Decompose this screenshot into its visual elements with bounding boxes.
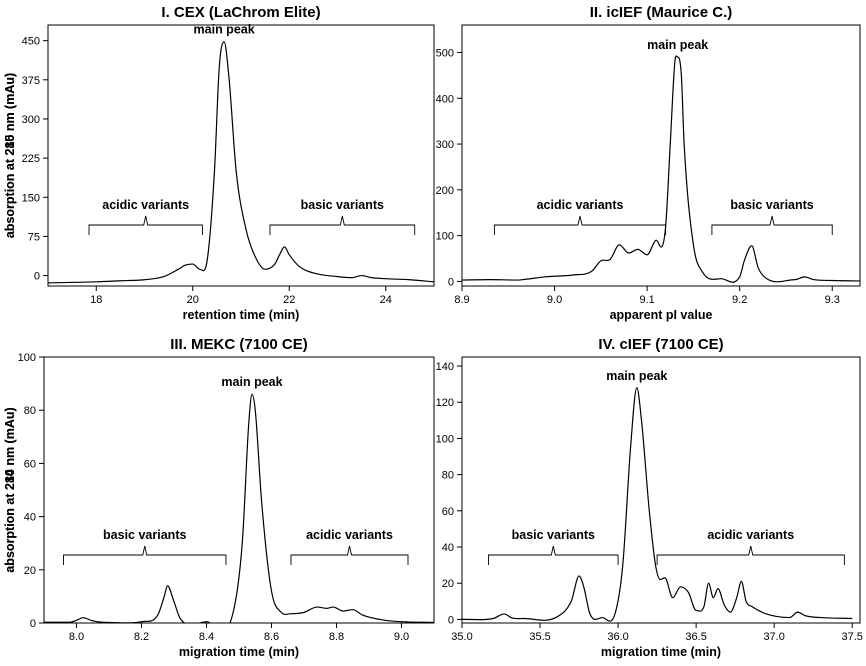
chart-panel-4: IV. cIEF (7100 CE) 35.0 35.5 36.0 36.5 37.0 37… (3, 336, 863, 659)
variant-bracket (711, 215, 833, 235)
plot-frame (47, 24, 435, 287)
y-tick-label: 0 (34, 271, 40, 283)
x-tick-label: 9.2 (732, 294, 747, 306)
y-tick-label: 500 (436, 47, 454, 59)
variant-bracket (269, 215, 416, 235)
chart-title: I. CEX (LaChrom Elite) (161, 4, 320, 21)
y-tick-label: 100 (436, 433, 454, 445)
main-peak-label: main peak (221, 375, 282, 389)
y-tick-label: 60 (442, 506, 454, 518)
y-axis-label: absorption at 280 nm (mAu) (3, 73, 17, 238)
x-tick-label: 36.0 (607, 631, 628, 643)
variant-bracket (88, 215, 203, 235)
y-tick-label: 60 (24, 458, 36, 470)
y-tick-label: 40 (24, 512, 36, 524)
y-tick-label: 40 (442, 542, 454, 554)
x-tick-label: 37.0 (763, 631, 784, 643)
y-tick-label: 225 (22, 153, 40, 165)
chart-title: III. MEKC (7100 CE) (170, 336, 308, 353)
main-peak-label: main peak (606, 369, 667, 383)
y-axis-label: absorption at 280 nm (mAu) (3, 407, 17, 572)
x-tick-label: 22 (283, 294, 295, 306)
y-tick-label: 0 (30, 618, 36, 630)
x-tick-label: 9.0 (547, 294, 562, 306)
y-tick-label: 0 (448, 614, 454, 626)
y-tick-label: 20 (24, 565, 36, 577)
chart-title: II. icIEF (Maurice C.) (590, 4, 733, 21)
variant-bracket (488, 545, 619, 565)
y-tick-label: 120 (436, 397, 454, 409)
plot-frame (461, 356, 861, 624)
variant-label: acidic variants (102, 198, 189, 212)
chart-panel-2: II. icIEF (Maurice C.) 8.9 9.0 9.1 9.2 9.3 0 10… (3, 4, 861, 322)
y-tick-label: 140 (436, 361, 454, 373)
chromatogram-line (44, 393, 434, 623)
y-tick-label: 150 (22, 192, 40, 204)
variant-bracket (290, 545, 409, 565)
main-peak-label: main peak (647, 38, 708, 52)
y-tick-label: 20 (442, 578, 454, 590)
y-tick-label: 400 (436, 93, 454, 105)
y-tick-label: 80 (24, 405, 36, 417)
y-tick-label: 300 (22, 114, 40, 126)
y-tick-label: 75 (28, 231, 40, 243)
y-tick-label: 450 (22, 36, 40, 48)
x-tick-label: 24 (380, 294, 392, 306)
x-axis-label: apparent pI value (610, 308, 713, 322)
x-tick-label: 8.8 (329, 631, 344, 643)
x-tick-label: 20 (187, 294, 199, 306)
y-tick-label: 300 (436, 139, 454, 151)
y-axis-label: absorption at 215 nm (mAu) (3, 73, 17, 238)
x-tick-label: 9.3 (825, 294, 840, 306)
x-tick-label: 35.5 (529, 631, 550, 643)
chromatogram-line (462, 55, 860, 283)
x-tick-label: 9.0 (394, 631, 409, 643)
x-tick-label: 35.0 (451, 631, 472, 643)
chromatogram-line (462, 387, 853, 622)
chart-panel-3: III. MEKC (7100 CE) 8.0 8.2 8.4 8.6 8.8 9.0 0 20… (3, 336, 435, 659)
x-tick-label: 8.6 (264, 631, 279, 643)
x-tick-label: 36.5 (685, 631, 706, 643)
x-tick-label: 8.4 (199, 631, 214, 643)
x-axis-label: migration time (min) (601, 645, 721, 659)
variant-bracket (493, 215, 667, 235)
x-axis-label: retention time (min) (183, 308, 300, 322)
variant-label: basic variants (730, 198, 813, 212)
variant-bracket (656, 545, 845, 565)
x-tick-label: 9.1 (639, 294, 654, 306)
variant-label: basic variants (301, 198, 384, 212)
variant-label: basic variants (512, 528, 595, 542)
x-tick-label: 8.0 (69, 631, 84, 643)
chart-title: IV. cIEF (7100 CE) (598, 336, 723, 353)
x-tick-label: 18 (90, 294, 102, 306)
x-axis-label: migration time (min) (179, 645, 299, 659)
y-tick-label: 100 (436, 231, 454, 243)
variant-label: acidic variants (537, 198, 624, 212)
variant-bracket (63, 545, 227, 565)
variant-label: acidic variants (707, 528, 794, 542)
y-tick-label: 375 (22, 75, 40, 87)
y-tick-label: 200 (436, 185, 454, 197)
plot-frame (43, 356, 435, 624)
x-tick-label: 8.9 (454, 294, 469, 306)
y-tick-label: 100 (18, 352, 36, 364)
x-tick-label: 8.2 (134, 631, 149, 643)
chart-panel-1: I. CEX (LaChrom Elite) 18 20 22 24 0 75 150 225 3… (3, 4, 435, 322)
y-tick-label: 80 (442, 470, 454, 482)
main-peak-label: main peak (194, 23, 255, 37)
x-tick-label: 37.5 (841, 631, 862, 643)
y-tick-label: 0 (448, 276, 454, 288)
chromatogram-line (48, 41, 434, 284)
variant-label: acidic variants (306, 528, 393, 542)
variant-label: basic variants (103, 528, 186, 542)
y-axis-label: absorption at 214 nm (mAu) (3, 407, 17, 572)
plot-frame (461, 24, 861, 287)
